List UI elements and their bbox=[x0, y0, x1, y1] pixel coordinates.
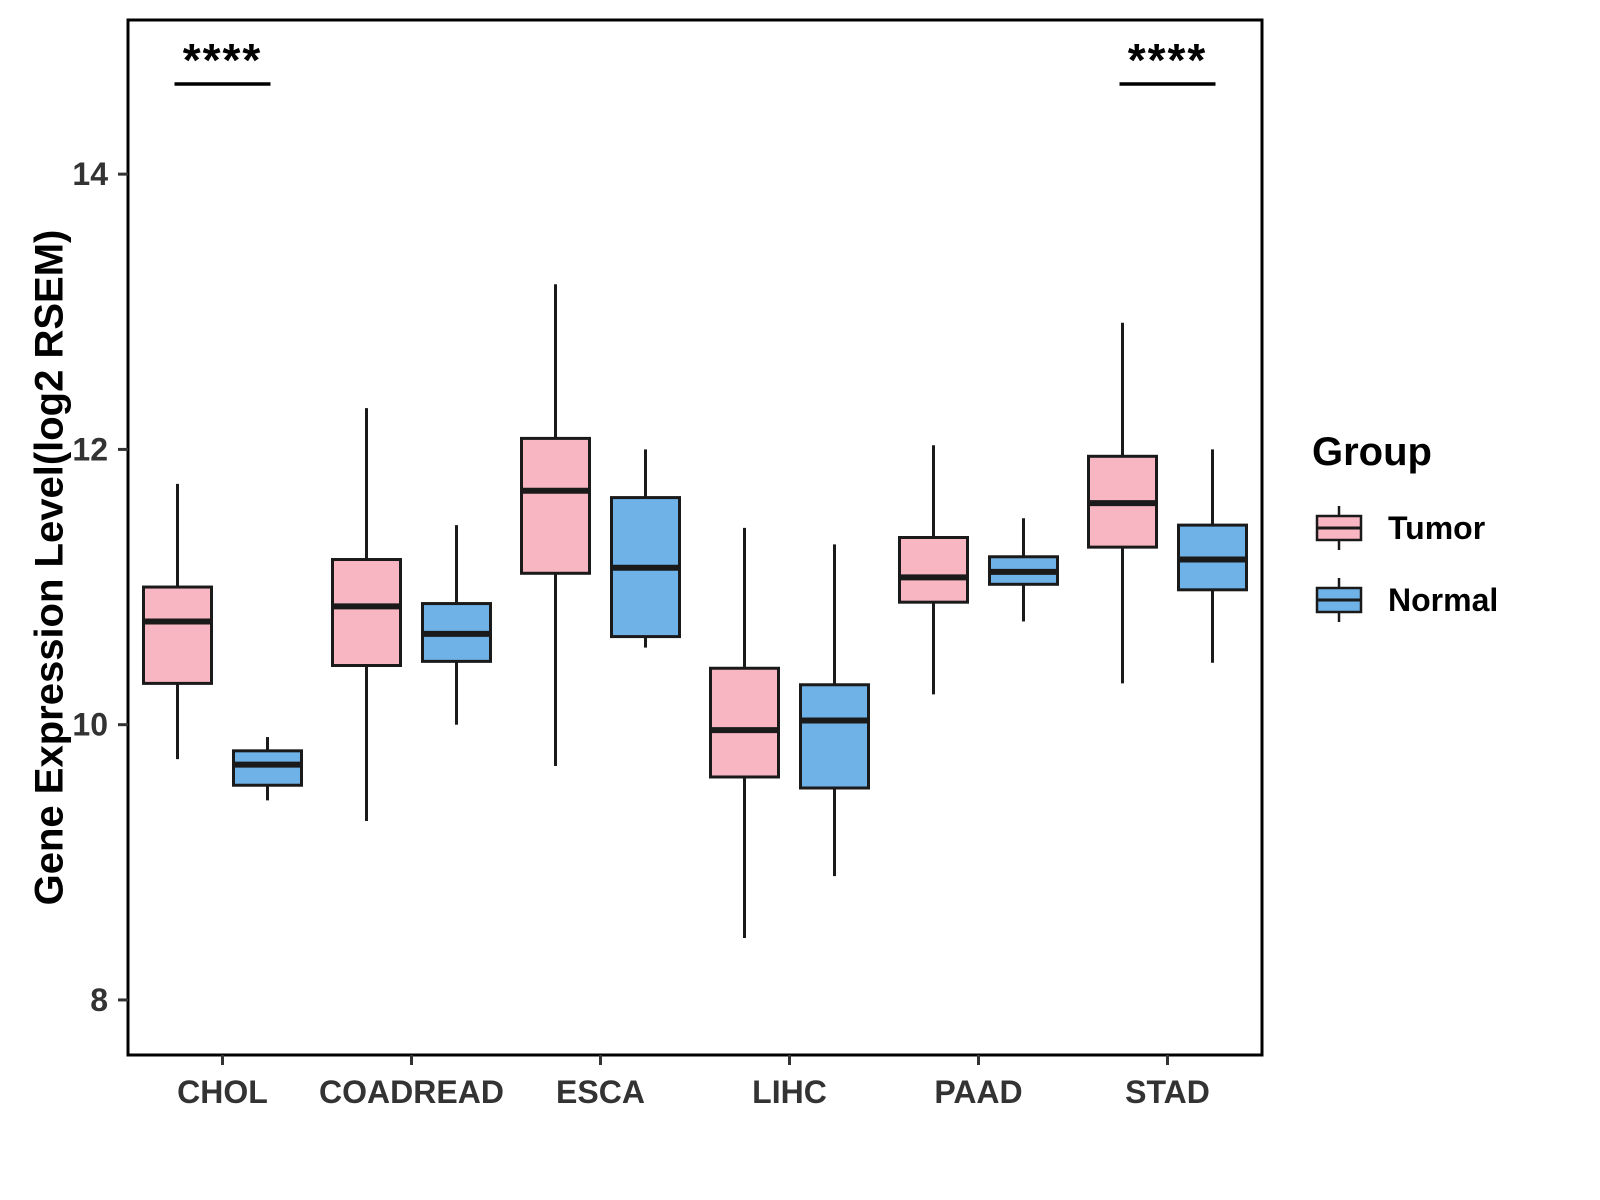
box-STAD-Tumor bbox=[1087, 322, 1158, 684]
box-CHOL-Tumor bbox=[142, 483, 213, 760]
significance-stars-STAD: **** bbox=[1128, 34, 1208, 86]
legend-label-tumor: Tumor bbox=[1388, 509, 1486, 546]
iqr-box bbox=[799, 683, 870, 790]
legend-label-normal: Normal bbox=[1388, 581, 1499, 618]
x-tick-label-ESCA: ESCA bbox=[556, 1074, 645, 1110]
box-COADREAD-Tumor bbox=[331, 408, 402, 822]
box-LIHC-Normal bbox=[799, 544, 870, 877]
y-tick-label: 10 bbox=[72, 707, 108, 743]
iqr-box bbox=[709, 666, 780, 779]
legend-entry-normal: Normal bbox=[1312, 575, 1498, 625]
box-ESCA-Tumor bbox=[520, 284, 591, 766]
y-tick-label: 12 bbox=[72, 431, 108, 467]
x-tick-label-PAAD: PAAD bbox=[934, 1074, 1022, 1110]
normal-boxplot-key-icon bbox=[1315, 578, 1363, 622]
x-tick-label-LIHC: LIHC bbox=[752, 1074, 827, 1110]
x-tick-label-CHOL: CHOL bbox=[177, 1074, 268, 1110]
iqr-box bbox=[898, 536, 969, 604]
legend: Group Tumor Normal bbox=[1312, 430, 1498, 647]
x-tick-label-STAD: STAD bbox=[1125, 1074, 1210, 1110]
iqr-box bbox=[232, 749, 303, 787]
iqr-box bbox=[331, 558, 402, 667]
legend-title: Group bbox=[1312, 430, 1432, 474]
y-tick-label: 8 bbox=[90, 982, 108, 1018]
box-LIHC-Tumor bbox=[709, 527, 780, 939]
legend-entry-tumor: Tumor bbox=[1312, 503, 1498, 553]
significance-stars-CHOL: **** bbox=[183, 34, 263, 86]
box-ESCA-Normal bbox=[610, 449, 681, 648]
tumor-boxplot-key-icon bbox=[1315, 506, 1363, 550]
iqr-box bbox=[142, 585, 213, 685]
y-axis-title: Gene Expression Level(log2 RSEM) bbox=[27, 229, 72, 906]
box-PAAD-Normal bbox=[988, 518, 1059, 622]
box-PAAD-Tumor bbox=[898, 445, 969, 695]
x-tick-label-COADREAD: COADREAD bbox=[319, 1074, 504, 1110]
panel-border bbox=[126, 18, 1264, 1057]
box-COADREAD-Normal bbox=[421, 525, 492, 725]
iqr-box bbox=[520, 436, 591, 575]
box-CHOL-Normal bbox=[232, 737, 303, 801]
y-tick-label: 14 bbox=[72, 156, 108, 192]
box-STAD-Normal bbox=[1177, 449, 1248, 663]
